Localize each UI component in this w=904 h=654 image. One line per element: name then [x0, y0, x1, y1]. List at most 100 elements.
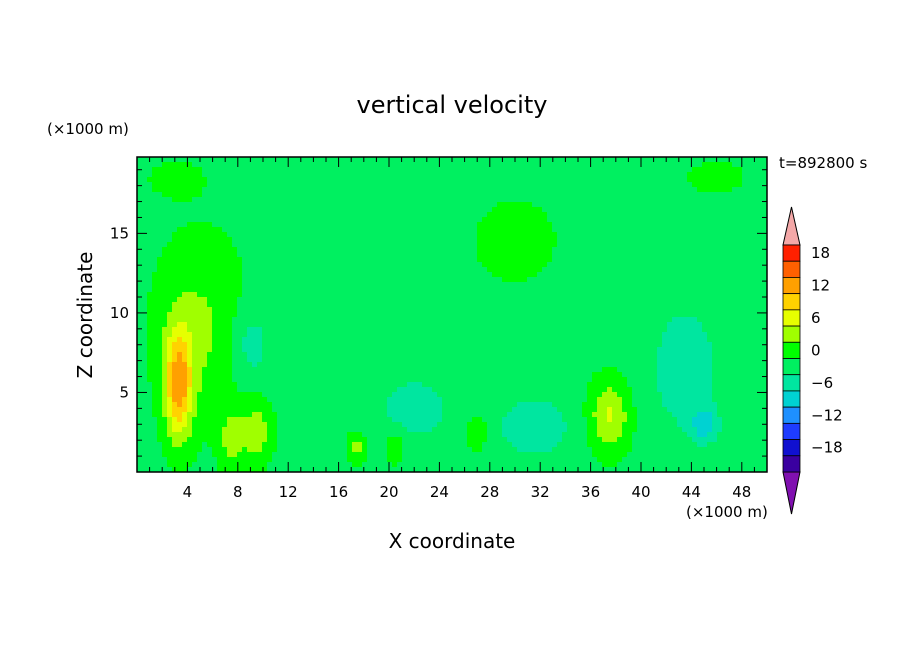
contour-cell — [597, 217, 603, 223]
contour-cell — [717, 202, 723, 208]
contour-cell — [722, 162, 728, 168]
contour-cell — [697, 337, 703, 343]
contour-cell — [467, 267, 473, 273]
contour-cell — [282, 202, 288, 208]
contour-cell — [632, 267, 638, 273]
contour-cell — [227, 272, 233, 278]
contour-cell — [282, 177, 288, 183]
contour-cell — [472, 222, 478, 228]
contour-cell — [417, 272, 423, 278]
contour-cell — [622, 227, 628, 233]
contour-cell — [222, 202, 228, 208]
contour-cell — [602, 217, 608, 223]
contour-cell — [317, 337, 323, 343]
contour-cell — [267, 282, 273, 288]
contour-cell — [387, 342, 393, 348]
contour-cell — [447, 157, 453, 163]
contour-cell — [432, 337, 438, 343]
contour-cell — [737, 307, 743, 313]
contour-cell — [477, 307, 483, 313]
contour-cell — [357, 157, 363, 163]
contour-cell — [377, 297, 383, 303]
contour-cell — [512, 247, 518, 253]
contour-cell — [607, 182, 613, 188]
contour-cell — [552, 312, 558, 318]
contour-cell — [142, 217, 148, 223]
contour-cell — [312, 327, 318, 333]
contour-cell — [732, 267, 738, 273]
contour-cell — [707, 262, 713, 268]
contour-cell — [452, 257, 458, 263]
contour-cell — [167, 207, 173, 213]
contour-cell — [172, 187, 178, 193]
contour-cell — [697, 277, 703, 283]
contour-cell — [547, 222, 553, 228]
contour-cell — [752, 302, 758, 308]
contour-cell — [442, 212, 448, 218]
contour-cell — [157, 172, 163, 178]
contour-cell — [757, 237, 763, 243]
contour-cell — [497, 332, 503, 338]
contour-cell — [652, 217, 658, 223]
contour-cell — [662, 232, 668, 238]
contour-cell — [337, 162, 343, 168]
contour-cell — [667, 197, 673, 203]
contour-cell — [567, 192, 573, 198]
contour-cell — [172, 317, 178, 323]
contour-cell — [262, 307, 268, 313]
contour-cell — [277, 222, 283, 228]
contour-cell — [147, 182, 153, 188]
contour-cell — [417, 287, 423, 293]
contour-cell — [302, 202, 308, 208]
contour-cell — [612, 262, 618, 268]
contour-cell — [397, 297, 403, 303]
contour-cell — [567, 232, 573, 238]
contour-cell — [137, 257, 143, 263]
contour-cell — [397, 237, 403, 243]
contour-cell — [412, 257, 418, 263]
contour-cell — [652, 342, 658, 348]
contour-cell — [257, 187, 263, 193]
contour-cell — [257, 157, 263, 163]
contour-cell — [597, 307, 603, 313]
contour-cell — [642, 232, 648, 238]
contour-cell — [492, 237, 498, 243]
contour-cell — [477, 172, 483, 178]
contour-cell — [497, 167, 503, 173]
contour-cell — [347, 192, 353, 198]
contour-cell — [342, 177, 348, 183]
contour-cell — [407, 312, 413, 318]
contour-cell — [677, 237, 683, 243]
contour-cell — [732, 342, 738, 348]
contour-cell — [192, 232, 198, 238]
contour-cell — [647, 277, 653, 283]
contour-cell — [532, 277, 538, 283]
contour-cell — [182, 232, 188, 238]
contour-cell — [377, 222, 383, 228]
contour-cell — [437, 192, 443, 198]
contour-cell — [587, 202, 593, 208]
contour-cell — [682, 347, 688, 353]
contour-cell — [677, 207, 683, 213]
contour-cell — [402, 302, 408, 308]
contour-cell — [572, 297, 578, 303]
contour-cell — [402, 337, 408, 343]
contour-cell — [592, 262, 598, 268]
contour-cell — [672, 327, 678, 333]
contour-cell — [267, 242, 273, 248]
contour-cell — [437, 317, 443, 323]
contour-cell — [187, 157, 193, 163]
contour-cell — [172, 267, 178, 273]
contour-cell — [287, 177, 293, 183]
contour-cell — [737, 347, 743, 353]
contour-cell — [612, 232, 618, 238]
contour-cell — [647, 227, 653, 233]
contour-cell — [292, 177, 298, 183]
contour-cell — [312, 347, 318, 353]
contour-cell — [682, 297, 688, 303]
contour-cell — [747, 247, 753, 253]
contour-cell — [337, 337, 343, 343]
contour-cell — [522, 352, 528, 358]
contour-cell — [657, 317, 663, 323]
contour-cell — [612, 327, 618, 333]
